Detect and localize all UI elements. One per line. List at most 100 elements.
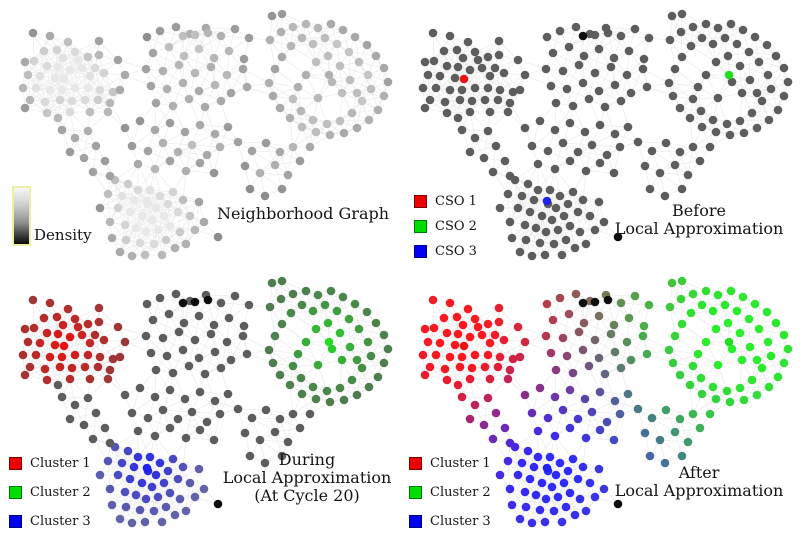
graph-node (277, 184, 287, 194)
graph-node (155, 293, 165, 303)
graph-node (275, 103, 285, 113)
graph-node (293, 82, 303, 92)
legend-clusters-during: Cluster 1 Cluster 2 Cluster 3 (9, 456, 91, 533)
legend-item-cluster1: Cluster 1 (9, 456, 91, 471)
graph-node (547, 482, 557, 492)
graph-node (181, 506, 191, 516)
graph-node (45, 85, 55, 95)
graph-node (121, 235, 131, 245)
graph-node (142, 299, 152, 309)
graph-node (175, 494, 185, 504)
graph-node (555, 26, 565, 36)
graph-node (239, 54, 249, 64)
graph-node (213, 232, 223, 242)
graph-node (344, 47, 354, 57)
graph-node (45, 31, 55, 41)
graph-node (660, 458, 670, 468)
graph-node (525, 474, 535, 484)
graph-node (558, 333, 568, 343)
graph-node (750, 299, 760, 309)
graph-node (764, 382, 774, 392)
graph-node (779, 63, 789, 73)
graph-node (457, 392, 467, 402)
graph-node (352, 390, 362, 400)
graph-node (465, 414, 475, 424)
graph-node (31, 350, 41, 360)
graph-node (711, 57, 721, 67)
graph-node (697, 389, 707, 399)
graph-node (240, 161, 250, 171)
graph-node (581, 166, 591, 176)
graph-node (696, 373, 706, 383)
graph-node (697, 300, 707, 310)
graph-node (545, 185, 555, 195)
graph-node (450, 73, 460, 83)
graph-node (558, 405, 568, 415)
graph-node (531, 223, 541, 233)
graph-node (559, 211, 569, 221)
graph-node (80, 362, 90, 372)
graph-node (91, 408, 101, 418)
graph-node (738, 292, 748, 302)
graph-node (77, 63, 87, 73)
graph-node (80, 95, 90, 105)
graph-node (644, 33, 654, 43)
graph-node (667, 11, 677, 21)
graph-node (683, 437, 693, 447)
graph-node (517, 191, 527, 201)
graph-node (113, 470, 123, 480)
graph-node (85, 374, 95, 384)
graph-node (553, 492, 563, 502)
graph-node (418, 83, 428, 93)
graph-node (151, 98, 161, 108)
graph-node (313, 23, 323, 33)
graph-node (42, 375, 52, 385)
cluster3-swatch (9, 515, 22, 528)
graph-node (420, 370, 430, 380)
legend-item-cluster3: Cluster 3 (409, 514, 491, 529)
graph-node (557, 517, 567, 527)
graph-node (206, 62, 216, 72)
graph-node (545, 452, 555, 462)
graph-node (265, 302, 275, 312)
graph-node (521, 502, 531, 512)
graph-node (165, 118, 175, 128)
legend-item-cso2: CSO 2 (414, 219, 477, 234)
graph-node (599, 217, 609, 227)
graph-node (683, 170, 693, 180)
graph-node (520, 220, 530, 230)
graph-node (168, 368, 178, 378)
graph-node (773, 372, 783, 382)
graph-node (244, 300, 254, 310)
graph-node (470, 133, 480, 143)
graph-node (708, 115, 718, 125)
graph-node (507, 233, 517, 243)
graph-node (210, 129, 220, 139)
graph-node (339, 395, 349, 405)
graph-node (575, 494, 585, 504)
graph-node (202, 150, 212, 160)
graph-node (295, 423, 305, 433)
graph-node (584, 94, 594, 104)
graph-node (609, 53, 619, 63)
graph-node (660, 191, 670, 201)
graph-node (483, 319, 493, 329)
graph-node (578, 195, 588, 205)
graph-node (677, 276, 687, 286)
graph-node (473, 55, 483, 65)
graph-node (94, 303, 104, 313)
graph-node (520, 390, 530, 400)
graph-node (261, 138, 271, 148)
graph-node (67, 96, 77, 106)
graph-node (184, 361, 194, 371)
graph-node (762, 307, 772, 317)
graph-node (354, 324, 364, 334)
graph-node (677, 52, 687, 62)
graph-node (151, 470, 161, 480)
graph-node (108, 87, 118, 97)
panel-neighborhood-graph: Density Neighborhood Graph (0, 0, 400, 266)
graph-node (178, 78, 188, 88)
graph-node (722, 386, 732, 396)
graph-node (164, 42, 174, 52)
graph-node (115, 352, 125, 362)
